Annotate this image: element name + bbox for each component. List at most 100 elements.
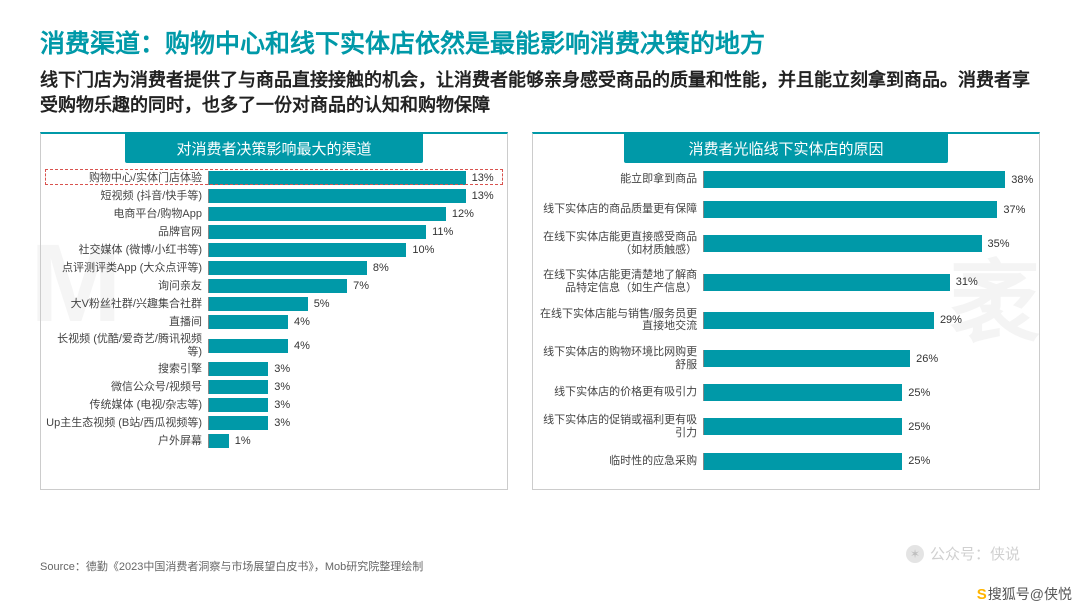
bar xyxy=(209,315,288,329)
bar-value: 38% xyxy=(1011,174,1033,186)
bar xyxy=(209,297,308,311)
row-label: 线下实体店的价格更有吸引力 xyxy=(535,386,703,399)
chart-row: 线下实体店的促销或福利更有吸引力25% xyxy=(535,414,1037,439)
row-label: Up主生态视频 (B站/西瓜视频等) xyxy=(43,417,208,430)
bar-area: 31% xyxy=(703,274,1037,291)
bar xyxy=(209,398,268,412)
chart-row: 长视频 (优酷/爱奇艺/腾讯视频等)4% xyxy=(43,333,505,358)
bar xyxy=(209,243,406,257)
row-label: 短视频 (抖音/快手等) xyxy=(43,190,208,203)
chart-row: 询问亲友7% xyxy=(43,279,505,293)
bar-value: 3% xyxy=(274,381,290,393)
row-label: 临时性的应急采购 xyxy=(535,455,703,468)
bar-area: 3% xyxy=(208,380,505,394)
row-label: 线下实体店的购物环境比网购更舒服 xyxy=(535,346,703,371)
sohu-logo-icon: S xyxy=(977,586,986,603)
chart-row: 能立即拿到商品 38% xyxy=(535,171,1037,188)
bar xyxy=(704,274,950,291)
bar-value: 4% xyxy=(294,316,310,328)
bar xyxy=(704,350,910,367)
bar xyxy=(704,201,997,218)
chart-row: 搜索引擎3% xyxy=(43,362,505,376)
bar-area: 1% xyxy=(208,434,505,448)
chart-row: 传统媒体 (电视/杂志等) 3% xyxy=(43,398,505,412)
row-label: 线下实体店的促销或福利更有吸引力 xyxy=(535,414,703,439)
bar-value: 29% xyxy=(940,314,962,326)
bar xyxy=(209,434,229,448)
bar-value: 35% xyxy=(988,238,1010,250)
bar-area: 4% xyxy=(208,339,505,353)
bar-area: 8% xyxy=(208,261,505,275)
bar xyxy=(209,416,268,430)
chart-row: 线下实体店的商品质量更有保障 37% xyxy=(535,201,1037,218)
chart-row: 线下实体店的购物环境比网购更舒服26% xyxy=(535,346,1037,371)
chart-row: 在线下实体店能更直接感受商品（如材质触感）35% xyxy=(535,231,1037,256)
slide-container: M 袤 消费渠道：购物中心和线下实体店依然是最能影响消费决策的地方 线下门店为消… xyxy=(0,0,1080,608)
bar-area: 26% xyxy=(703,350,1037,367)
bar-value: 8% xyxy=(373,262,389,274)
row-label: 能立即拿到商品 xyxy=(535,173,703,186)
chart-row: 在线下实体店能更清楚地了解商品特定信息（如生产信息）31% xyxy=(535,269,1037,294)
bar-area: 3% xyxy=(208,362,505,376)
chart-row: 购物中心/实体门店体验 13% xyxy=(43,171,505,185)
row-label: 直播间 xyxy=(43,316,208,329)
wechat-icon: ✶ xyxy=(906,545,924,563)
bar xyxy=(209,225,426,239)
row-label: 在线下实体店能与销售/服务员更直接地交流 xyxy=(535,308,703,333)
bar xyxy=(704,453,902,470)
sohu-watermark: S 搜狐号@侠悦 xyxy=(977,584,1072,604)
bar-value: 4% xyxy=(294,340,310,352)
chart-row: 临时性的应急采购 25% xyxy=(535,453,1037,470)
row-label: 品牌官网 xyxy=(43,226,208,239)
chart-row: 微信公众号/视频号 3% xyxy=(43,380,505,394)
bar xyxy=(209,362,268,376)
wechat-account-watermark: ✶ 公众号：侠说 xyxy=(906,543,1020,564)
bar-value: 13% xyxy=(472,190,494,202)
right-chart-body: 能立即拿到商品 38% 线下实体店的商品质量更有保障 37% 在线下实体店能更直接感受商… xyxy=(533,163,1039,488)
bar-area: 7% xyxy=(208,279,505,293)
bar-value: 5% xyxy=(314,298,330,310)
sohu-text: 搜狐号@侠悦 xyxy=(988,584,1072,604)
bar-value: 3% xyxy=(274,399,290,411)
bar xyxy=(704,235,981,252)
row-label: 电商平台/购物App xyxy=(43,208,208,221)
row-label: 线下实体店的商品质量更有保障 xyxy=(535,203,703,216)
row-label: 微信公众号/视频号 xyxy=(43,381,208,394)
bar-value: 37% xyxy=(1003,204,1025,216)
chart-row: 品牌官网11% xyxy=(43,225,505,239)
bar xyxy=(704,418,902,435)
bar-value: 7% xyxy=(353,280,369,292)
bar-value: 1% xyxy=(235,435,251,447)
chart-row: 电商平台/购物App 12% xyxy=(43,207,505,221)
row-label: 在线下实体店能更清楚地了解商品特定信息（如生产信息） xyxy=(535,269,703,294)
chart-row: Up主生态视频 (B站/西瓜视频等) 3% xyxy=(43,416,505,430)
bar-area: 5% xyxy=(208,297,505,311)
bar-area: 10% xyxy=(208,243,505,257)
bar xyxy=(209,171,466,185)
bar xyxy=(209,189,466,203)
chart-row: 社交媒体 (微博/小红书等)10% xyxy=(43,243,505,257)
bar xyxy=(209,279,347,293)
chart-row: 点评测评类App (大众点评等) 8% xyxy=(43,261,505,275)
row-label: 户外屏幕 xyxy=(43,435,208,448)
chart-row: 线下实体店的价格更有吸引力 25% xyxy=(535,384,1037,401)
bar xyxy=(704,171,1005,188)
row-label: 购物中心/实体门店体验 xyxy=(43,172,208,185)
bar-area: 25% xyxy=(703,418,1037,435)
row-label: 社交媒体 (微博/小红书等) xyxy=(43,244,208,257)
chart-row: 大V粉丝社群/兴趣集合社群5% xyxy=(43,297,505,311)
bar-value: 13% xyxy=(472,172,494,184)
row-label: 传统媒体 (电视/杂志等) xyxy=(43,399,208,412)
row-label: 点评测评类App (大众点评等) xyxy=(43,262,208,275)
bar-value: 3% xyxy=(274,417,290,429)
page-subtitle: 线下门店为消费者提供了与商品直接接触的机会，让消费者能够亲身感受商品的质量和性能… xyxy=(40,68,1040,118)
bar-value: 12% xyxy=(452,208,474,220)
bar-area: 3% xyxy=(208,398,505,412)
bar-area: 35% xyxy=(703,235,1037,252)
chart-row: 直播间 4% xyxy=(43,315,505,329)
bar-area: 37% xyxy=(703,201,1037,218)
bar-value: 25% xyxy=(908,455,930,467)
bar-area: 11% xyxy=(208,225,505,239)
bar-value: 25% xyxy=(908,387,930,399)
right-chart: 消费者光临线下实体店的原因 能立即拿到商品38%线下实体店的商品质量更有保障37… xyxy=(532,132,1040,489)
